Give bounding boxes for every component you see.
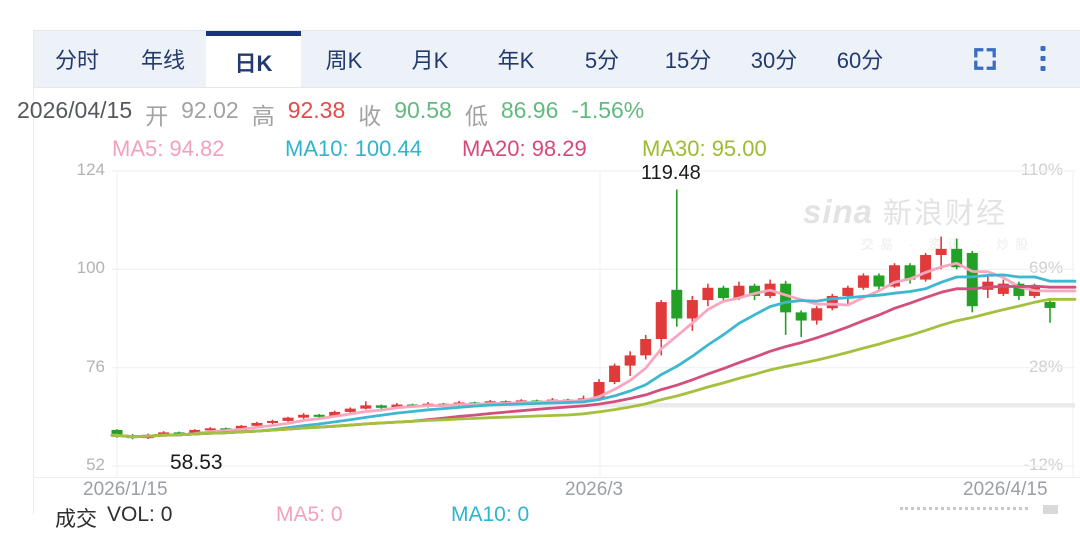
tab-15min[interactable]: 15分 [664, 48, 712, 73]
y-axis-price-label: 124 [76, 160, 105, 179]
tab-bar-tabs: 分时 年线 日K 周K 月K 年K 5分 15分 30分 60分 [34, 31, 903, 87]
high-value: 92.38 [287, 97, 346, 123]
tab-zhouk[interactable]: 周K [325, 48, 363, 73]
fullscreen-icon[interactable] [972, 46, 998, 72]
x-axis-date-label: 2026/3 [565, 479, 624, 500]
watermark-tagline: 交易 · 资讯 · 炒股 [861, 237, 1035, 252]
low-label: 低 [464, 103, 488, 129]
quote-date: 2026/04/15 [17, 97, 133, 123]
ma-legend-1: MA5: 94.82 [112, 136, 225, 161]
tab-niank[interactable]: 年K [497, 48, 535, 73]
stock-chart-widget: { "toolbar": { "tabs": [ {"id": "fenshi"… [0, 30, 1080, 531]
tab-yuek[interactable]: 月K [411, 48, 449, 73]
sina-watermark: sina 新浪财经 交易 · 资讯 · 炒股 [803, 190, 1034, 253]
x-axis-date-label: 2026/4/15 [963, 479, 1048, 500]
open-value: 92.02 [181, 97, 239, 123]
ma-legend-2: MA10: 100.44 [285, 136, 422, 161]
tab-30min[interactable]: 30分 [750, 48, 798, 73]
volume-label: 成交 [55, 508, 97, 531]
change-percent: -1.56% [571, 97, 645, 123]
volume-value: VOL: 0 [107, 503, 173, 526]
watermark-dotted-line [900, 507, 1028, 510]
quote-summary-row: 2026/04/15 开 92.02 高 92.38 收 90.58 低 86.… [17, 97, 644, 131]
y-axis-percent-label: 28% [1028, 356, 1063, 376]
y-axis-percent-label: 69% [1028, 258, 1063, 278]
widget-left-border [33, 30, 34, 514]
sina-logo-text: sina [803, 193, 874, 230]
tab-60min[interactable]: 60分 [836, 48, 884, 73]
y-axis-percent-label: -12% [1023, 455, 1063, 474]
open-label: 开 [145, 103, 169, 129]
y-axis-price-label: 76 [86, 356, 105, 376]
tab-bar-icons [972, 31, 1056, 87]
y-axis-price-label: 52 [86, 455, 105, 474]
tab-5min[interactable]: 5分 [584, 48, 620, 73]
volume-ma10: MA10: 0 [451, 503, 530, 526]
period-tab-bar: 分时 年线 日K 周K 月K 年K 5分 15分 30分 60分 [33, 30, 1080, 88]
ma-legend-3: MA20: 98.29 [462, 136, 587, 161]
ma-legend-4: MA30: 95.00 [642, 136, 767, 161]
tab-rik[interactable]: 日K [206, 31, 301, 87]
x-axis-date-label: 2026/1/15 [83, 479, 168, 500]
ma-legend-row: MA5: 94.82 MA10: 100.44 MA20: 98.29 MA30: 9… [0, 136, 1080, 162]
kebab-menu-icon[interactable] [1030, 46, 1056, 72]
period-high-annotation: 119.48 [641, 162, 701, 184]
y-axis-price-label: 100 [76, 258, 105, 278]
tab-nianxian[interactable]: 年线 [140, 48, 185, 73]
close-value: 90.58 [394, 97, 452, 123]
tab-fenshi[interactable]: 分时 [54, 48, 99, 73]
y-axis-percent-label: 110% [1020, 160, 1063, 179]
cutoff-gray-chip [1043, 505, 1058, 514]
period-low-annotation: 58.53 [170, 451, 223, 474]
watermark-name: 新浪财经 [883, 198, 1008, 230]
close-label: 收 [358, 103, 382, 129]
low-value: 86.96 [500, 97, 559, 123]
volume-ma5: MA5: 0 [276, 503, 343, 526]
high-label: 高 [251, 103, 275, 129]
